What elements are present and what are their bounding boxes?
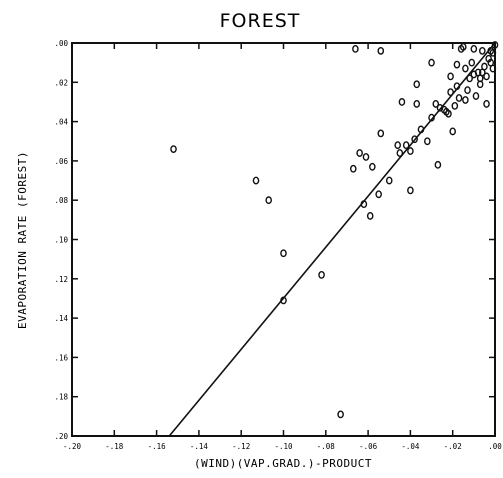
data-point [362, 153, 370, 161]
plot-frame [71, 42, 496, 437]
data-point [407, 186, 414, 195]
data-point [462, 96, 469, 104]
y-tick-label: .08 [54, 196, 68, 205]
data-point [466, 74, 473, 83]
data-point [411, 135, 418, 144]
data-point [491, 41, 499, 49]
data-point [489, 48, 497, 57]
data-point [459, 43, 467, 51]
data-point [479, 46, 486, 55]
data-point [445, 109, 452, 118]
y-tick-label: .06 [54, 157, 68, 166]
y-axis: .00 .02 .04 .06 .08 .10 .12 .14 .16 .18 .20 [54, 39, 495, 441]
x-tick-label: -.12 [232, 442, 250, 451]
data-point [462, 64, 469, 73]
y-axis-label: EVAPORATION RATE (FOREST) [16, 151, 29, 329]
x-tick-label: -.20 [63, 442, 82, 451]
data-point [453, 82, 461, 91]
data-point [352, 44, 359, 53]
data-point [455, 94, 463, 102]
data-point [318, 270, 325, 279]
x-axis: -.20 -.18 -.16 -.14 -.12 -.10 -.08 -.06 -.04 -.02… [63, 43, 502, 451]
data-points [170, 41, 499, 419]
data-point [434, 160, 442, 169]
data-point [428, 58, 435, 67]
data-point [449, 127, 457, 136]
data-point [337, 410, 344, 419]
data-point [432, 100, 440, 108]
data-point [396, 149, 404, 157]
data-point [349, 164, 357, 173]
data-point [489, 64, 497, 73]
y-tick-label: .18 [54, 393, 68, 402]
data-point [377, 129, 385, 138]
data-point [483, 100, 490, 108]
data-point [472, 92, 480, 100]
data-point [170, 145, 177, 154]
data-point [375, 190, 382, 199]
x-tick-label: -.18 [105, 442, 124, 451]
y-tick-label: .04 [54, 118, 68, 127]
data-point [483, 72, 490, 81]
data-point [366, 212, 374, 220]
data-point [398, 98, 406, 106]
data-point [280, 249, 287, 258]
data-point [470, 44, 478, 53]
data-point [476, 80, 484, 89]
data-point [252, 176, 260, 185]
data-point [447, 88, 454, 97]
data-point [413, 80, 421, 89]
data-point [451, 101, 459, 110]
chart-title: FOREST [220, 10, 301, 32]
x-tick-label: -.08 [317, 442, 336, 451]
data-point [265, 196, 272, 205]
data-point [417, 125, 425, 134]
y-tick-label: .00 [54, 39, 68, 48]
data-point [385, 176, 393, 185]
y-tick-label: .12 [54, 275, 68, 284]
data-point [413, 100, 421, 108]
fit-line [168, 42, 496, 437]
data-point [360, 200, 368, 209]
data-point [356, 149, 363, 157]
x-tick-label: .00 [488, 442, 502, 451]
data-point [468, 58, 476, 67]
y-tick-label: .14 [54, 314, 68, 323]
data-point [280, 296, 287, 305]
data-point [481, 62, 488, 71]
data-point [407, 147, 414, 155]
y-tick-label: .02 [54, 78, 68, 87]
data-point [428, 113, 435, 122]
y-tick-label: .10 [54, 236, 68, 245]
y-tick-label: .16 [54, 353, 68, 362]
x-tick-label: -.14 [190, 442, 209, 451]
data-point [402, 141, 410, 150]
data-point [424, 137, 431, 146]
data-point [464, 86, 471, 95]
x-tick-label: -.06 [359, 442, 378, 451]
data-point [369, 162, 376, 171]
x-tick-label: -.16 [148, 442, 167, 451]
y-tick-label: .20 [54, 432, 68, 441]
x-axis-label: (WIND)(VAP.GRAD.)-PRODUCT [194, 457, 372, 470]
data-point [377, 46, 385, 55]
x-tick-label: -.04 [401, 442, 420, 451]
data-point [447, 72, 454, 81]
x-tick-label: -.02 [444, 442, 462, 451]
data-point [394, 141, 402, 150]
data-point [453, 60, 461, 69]
x-tick-label: -.10 [274, 442, 293, 451]
